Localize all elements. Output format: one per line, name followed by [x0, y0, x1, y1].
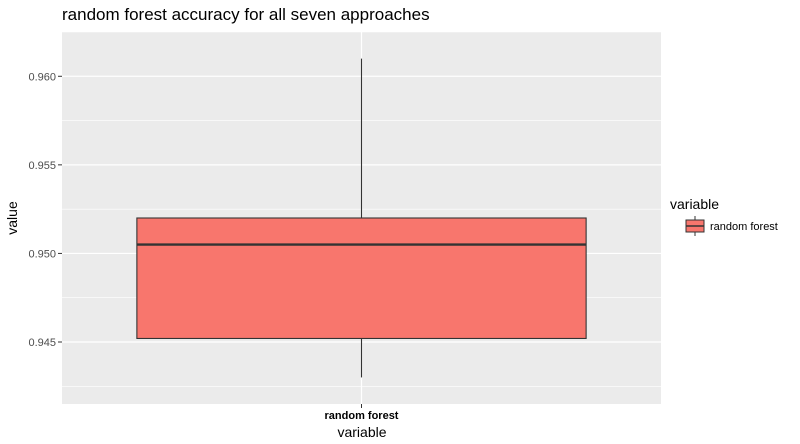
x-axis-title: variable [337, 424, 386, 440]
x-tick-label: random forest [325, 410, 399, 422]
legend-title: variable [670, 196, 719, 212]
legend: variable random forest [670, 196, 778, 236]
x-axis: random forest [325, 404, 399, 422]
y-axis-title: value [4, 201, 20, 235]
y-axis: 0.945 0.950 0.955 0.960 [28, 71, 62, 349]
y-tick-label: 0.950 [28, 248, 56, 260]
box-iqr [136, 217, 587, 340]
boxes [136, 58, 587, 378]
legend-label: random forest [710, 221, 778, 233]
y-tick-label: 0.945 [28, 337, 56, 349]
y-tick-label: 0.955 [28, 160, 56, 172]
y-tick-label: 0.960 [28, 71, 56, 83]
chart-title: random forest accuracy for all seven app… [62, 5, 430, 24]
